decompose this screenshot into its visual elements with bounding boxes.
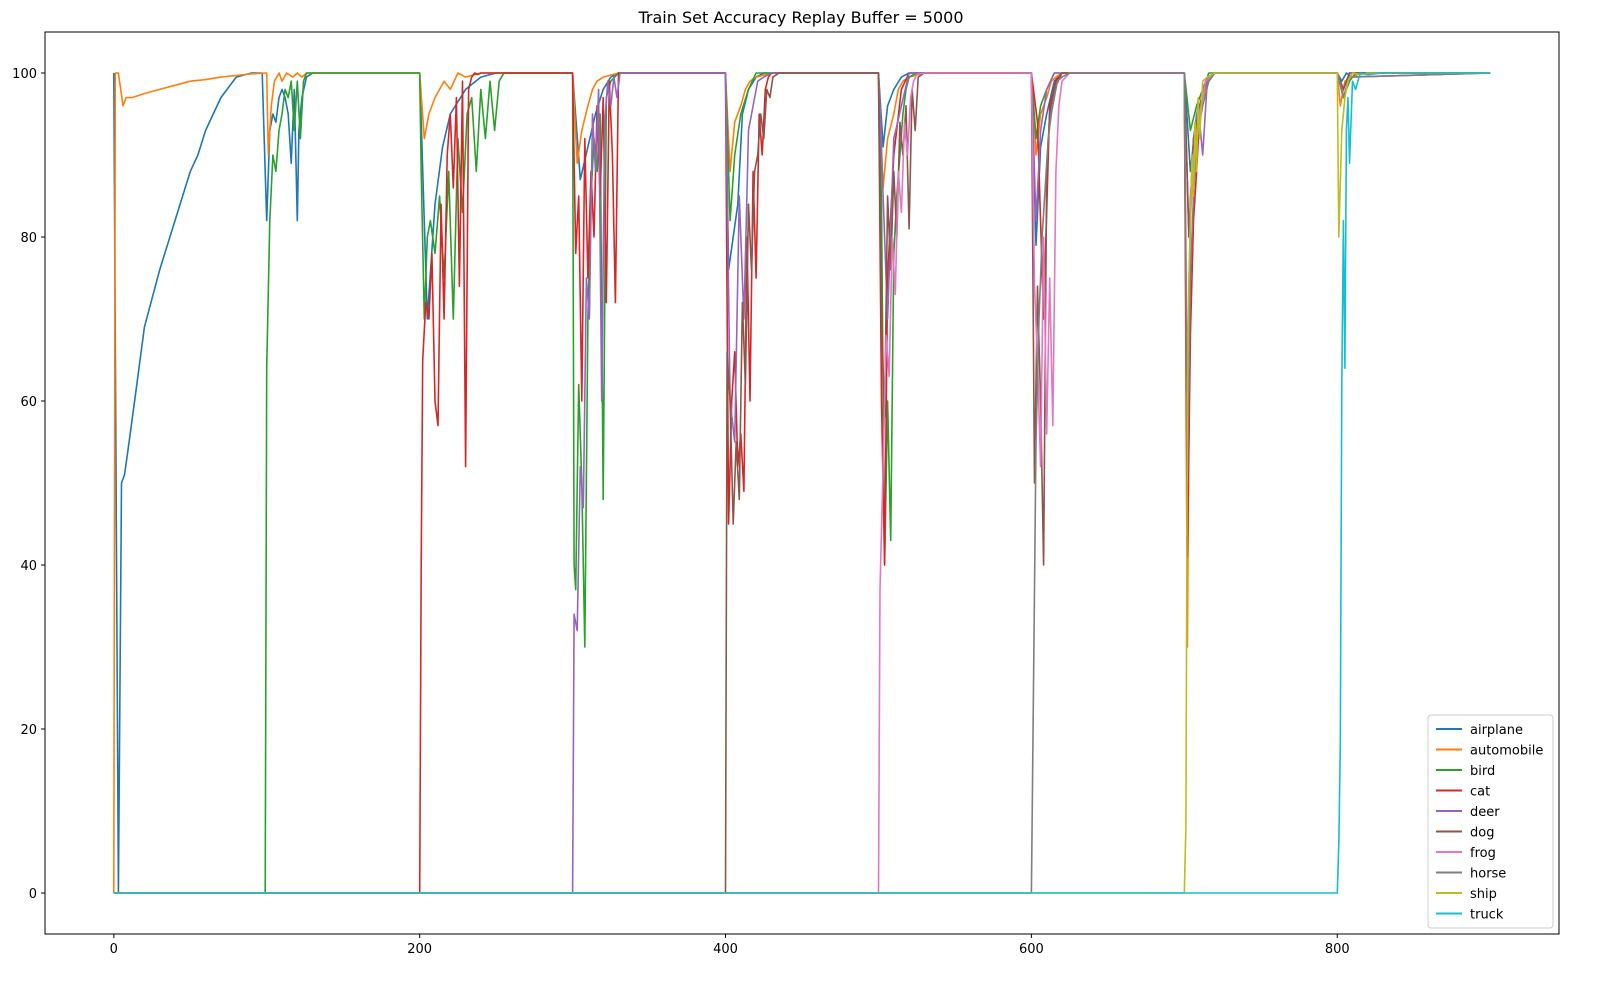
legend: airplane automobile bird cat deer dog frog hors… [1427,714,1554,929]
x-tick-label: 0 [110,942,118,957]
legend-label-cat: cat [1470,785,1490,800]
legend-label-horse: horse [1470,867,1506,882]
x-tick-label: 600 [1019,942,1044,957]
y-tick-label: 100 [12,67,37,82]
legend-label-ship: ship [1470,887,1497,902]
x-tick-label: 400 [713,942,738,957]
x-tick-label: 800 [1325,942,1350,957]
y-tick-label: 20 [20,723,37,738]
y-tick-label: 40 [20,559,37,574]
y-axis: 0 20 40 60 80 100 [12,67,45,902]
series-line-bird [113,72,1491,894]
y-tick-label: 80 [20,231,37,246]
series-line-ship [113,72,1491,894]
series-line-deer [113,72,1491,894]
series-line-horse [113,72,1491,894]
series-line-cat [113,72,1491,894]
chart-title: Train Set Accuracy Replay Buffer = 5000 [637,8,963,27]
legend-box [1427,714,1554,929]
y-tick-label: 0 [29,887,37,902]
legend-label-frog: frog [1470,846,1496,861]
x-tick-label: 200 [407,942,432,957]
legend-label-truck: truck [1470,908,1504,923]
series-line-dog [113,72,1491,894]
legend-label-bird: bird [1470,764,1495,779]
legend-label-airplane: airplane [1470,723,1523,738]
y-tick-label: 60 [20,395,37,410]
x-axis: 0 200 400 600 800 [110,934,1350,957]
series-line-airplane [113,72,1491,894]
plot-frame [44,31,1560,935]
series-line-automobile [113,72,1491,894]
series-layer [113,72,1491,894]
legend-label-dog: dog [1470,826,1494,841]
legend-label-deer: deer [1470,805,1500,820]
series-line-truck [113,72,1491,894]
series-line-frog [113,72,1491,894]
legend-label-automobile: automobile [1470,744,1543,759]
